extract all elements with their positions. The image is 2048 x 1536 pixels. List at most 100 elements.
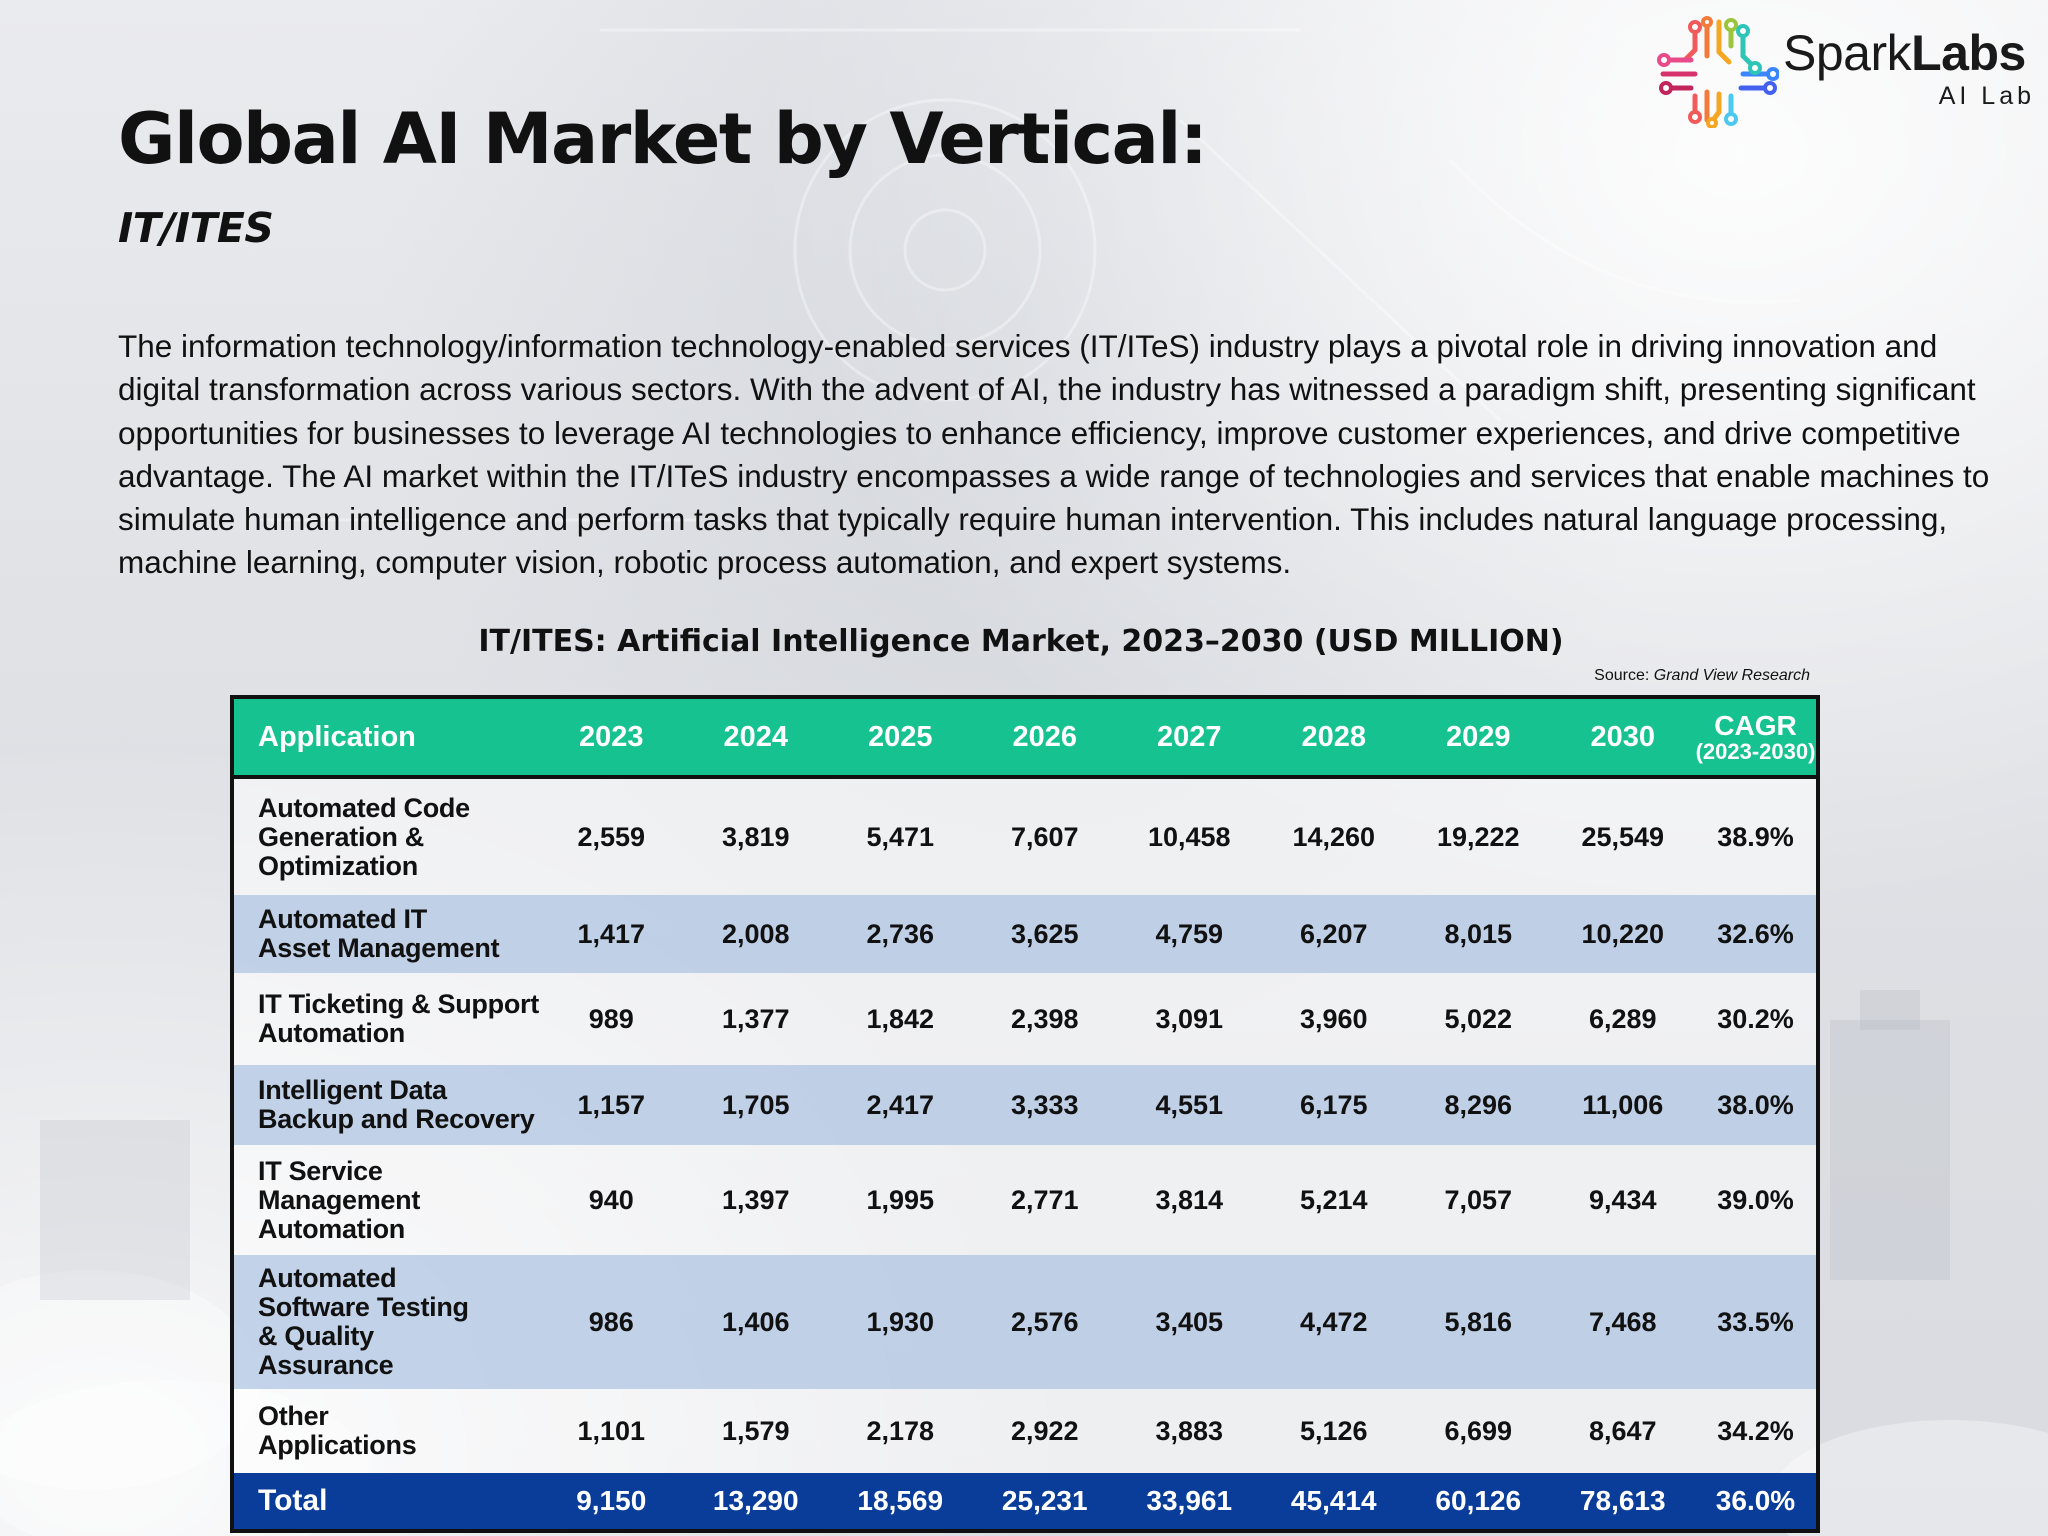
source-name: Grand View Research [1653,667,1810,684]
row-value: 3,091 [1155,1003,1224,1034]
header-year: 2027 [1117,697,1262,779]
total-value: 18,569 [857,1485,944,1516]
row-application: IT Service Management Automation [258,1155,421,1244]
source-label: Source: [1594,667,1650,684]
total-value: 78,613 [1579,1485,1666,1516]
row-value: 9,434 [1588,1184,1657,1215]
intro-paragraph: The information technology/information t… [118,328,1990,581]
row-value: 6,699 [1444,1415,1513,1446]
header-cagr: CAGR (2023-2030) [1695,697,1818,779]
row-value: 3,333 [1010,1089,1079,1120]
row-value: 3,814 [1155,1184,1224,1215]
row-value: 25,549 [1581,821,1665,852]
table-row: Automated Software Testing & Quality Ass… [232,1255,1818,1389]
row-value: 2,417 [866,1089,935,1120]
row-value: 11,006 [1582,1089,1664,1120]
row-value: 2,576 [1010,1306,1079,1337]
row-value: 7,468 [1588,1306,1657,1337]
header-year: 2025 [828,697,973,779]
header-application: Application [232,697,539,779]
row-value: 3,883 [1155,1415,1224,1446]
row-value: 1,157 [577,1089,646,1120]
row-value: 4,551 [1155,1089,1224,1120]
header-year: 2026 [972,697,1117,779]
row-value: 5,471 [866,821,935,852]
row-value: 10,220 [1581,918,1665,949]
row-value: 7,607 [1010,821,1079,852]
row-value: 4,472 [1299,1306,1368,1337]
row-value: 1,397 [721,1184,790,1215]
sparklabs-logo: SparkLabs AI Lab [1655,16,2045,128]
row-cagr: 39.0% [1717,1184,1794,1215]
row-value: 986 [588,1306,634,1337]
row-value: 2,922 [1010,1415,1079,1446]
row-value: 14,260 [1292,821,1376,852]
row-value: 7,057 [1444,1184,1513,1215]
table-row: Automated Code Generation & Optimization… [232,777,1818,895]
row-value: 2,398 [1010,1003,1079,1034]
row-cagr: 33.5% [1717,1306,1794,1337]
row-application: Other Applications [258,1401,417,1460]
table-total-row: Total 9,150 13,290 18,569 25,231 33,961 … [232,1473,1818,1531]
row-value: 2,736 [866,918,935,949]
row-value: 1,377 [721,1003,790,1034]
row-application: Automated Code Generation & Optimization [258,792,470,881]
total-value: 9,150 [576,1485,647,1516]
brand-name-light: Spark [1783,25,1912,81]
row-value: 6,175 [1299,1089,1368,1120]
header-year: 2029 [1406,697,1551,779]
header-year: 2030 [1550,697,1695,779]
row-value: 3,819 [721,821,790,852]
table-header-row: Application 2023 2024 2025 2026 2027 202… [232,697,1818,779]
header-cagr-label: CAGR [1714,709,1797,741]
row-value: 5,214 [1299,1184,1368,1215]
row-value: 2,559 [577,821,646,852]
row-value: 2,771 [1010,1184,1079,1215]
row-value: 2,178 [866,1415,935,1446]
header-cagr-range: (2023-2030) [1695,739,1816,765]
row-value: 1,842 [866,1003,935,1034]
row-value: 8,296 [1444,1089,1513,1120]
row-value: 989 [588,1003,634,1034]
total-value: 25,231 [1001,1485,1088,1516]
row-cagr: 38.0% [1717,1089,1794,1120]
header-year: 2023 [539,697,684,779]
header-year: 2024 [683,697,828,779]
brand-sub: AI Lab [1938,82,2035,110]
row-value: 940 [588,1184,634,1215]
table-row: Intelligent Data Backup and Recovery 1,1… [232,1065,1818,1145]
row-cagr: 38.9% [1717,821,1794,852]
row-value: 8,015 [1444,918,1513,949]
row-value: 6,207 [1299,918,1368,949]
source-note: Source: Grand View Research [1594,667,1810,685]
row-value: 1,417 [577,918,646,949]
row-value: 3,960 [1299,1003,1368,1034]
brand-name-bold: Labs [1911,25,2026,81]
row-application: Automated IT Asset Management [258,904,500,963]
total-value: 33,961 [1146,1485,1233,1516]
row-value: 3,405 [1155,1306,1224,1337]
page-subtitle: IT/ITES [118,204,274,252]
row-value: 1,101 [577,1415,646,1446]
row-value: 5,022 [1444,1003,1513,1034]
total-label: Total [258,1484,328,1517]
table-row: IT Ticketing & Support Automation 989 1,… [232,973,1818,1065]
total-cagr: 36.0% [1715,1485,1796,1516]
market-table: Application 2023 2024 2025 2026 2027 202… [230,695,1820,1533]
row-value: 5,126 [1299,1415,1368,1446]
row-value: 2,008 [721,918,790,949]
table-row: Other Applications 1,101 1,579 2,178 2,9… [232,1389,1818,1473]
row-application: IT Ticketing & Support Automation [258,989,539,1048]
row-value: 3,625 [1010,918,1079,949]
row-value: 19,222 [1436,821,1520,852]
page-title: Global AI Market by Vertical: [118,98,1208,180]
row-value: 8,647 [1588,1415,1657,1446]
total-value: 13,290 [712,1485,799,1516]
row-application: Automated Software Testing & Quality Ass… [258,1263,469,1380]
table-row: Automated IT Asset Management 1,417 2,00… [232,895,1818,973]
row-value: 1,995 [866,1184,935,1215]
row-value: 10,458 [1147,821,1231,852]
row-cagr: 34.2% [1717,1415,1794,1446]
circuit-brain-icon [1657,16,1779,128]
row-application: Intelligent Data Backup and Recovery [258,1075,535,1134]
